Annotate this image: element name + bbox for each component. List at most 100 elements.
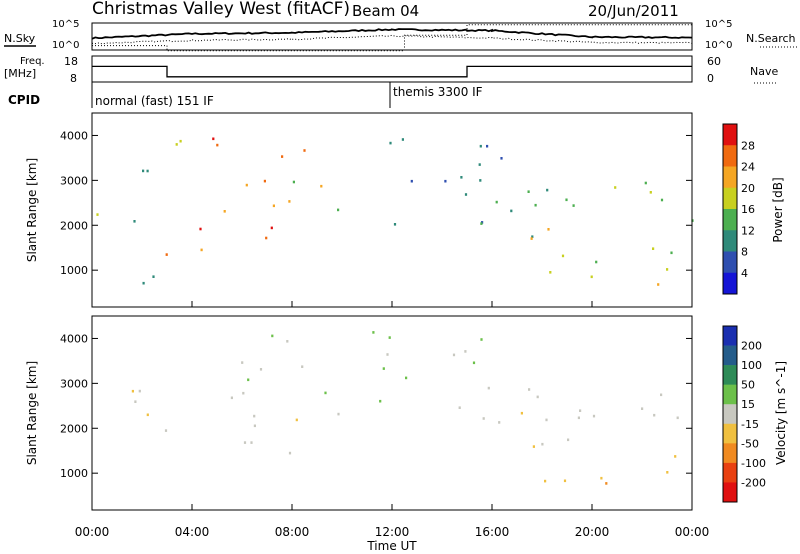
nave-series-line <box>92 24 692 52</box>
data-cell <box>652 247 655 250</box>
y-tick-label: 1000 <box>60 467 88 480</box>
noise-left-top-tick: 10^5 <box>52 19 79 30</box>
data-cell <box>600 476 603 480</box>
data-cell <box>401 138 404 141</box>
data-cell <box>530 237 533 240</box>
data-cell <box>605 482 608 485</box>
nave-bot-tick: 0 <box>707 72 714 85</box>
data-cell <box>292 180 295 184</box>
colorbar-tick-label: -100 <box>741 457 766 470</box>
nsearch-label: N.Search <box>746 32 796 45</box>
colorbar-swatch <box>723 145 737 167</box>
noise-frame <box>91 22 693 51</box>
colorbar-frame <box>722 123 738 295</box>
colorbar-tick-label: 24 <box>741 161 755 174</box>
data-cell <box>259 368 263 371</box>
power-y-axis: 1000 2000 3000 4000 <box>60 129 692 277</box>
data-cell <box>142 169 145 173</box>
data-cell <box>142 281 145 285</box>
data-cell <box>510 209 513 213</box>
nave-top-tick: 60 <box>707 55 721 68</box>
data-cell <box>541 442 544 446</box>
x-tick-label: 20:00 <box>575 525 610 539</box>
data-cell <box>666 471 669 474</box>
x-tick-label: 00:00 <box>675 525 710 539</box>
data-cell <box>263 179 266 183</box>
beam-title: Beam 04 <box>352 2 419 20</box>
nsky-series-line <box>91 28 693 40</box>
power-scatter <box>96 137 694 286</box>
colorbar-swatch <box>723 326 737 346</box>
cpid-a: normal (fast) 151 IF <box>95 94 214 108</box>
data-cell <box>670 251 673 255</box>
colorbar-swatch <box>723 272 737 295</box>
data-cell <box>271 334 274 338</box>
power-panel: 1000 2000 3000 4000 Slant Range [km] 28 24 20… <box>25 112 785 308</box>
colorbar-swatch <box>723 482 737 503</box>
colorbar-tick-label: 12 <box>741 224 755 237</box>
data-cell <box>337 208 340 212</box>
data-cell <box>164 429 168 432</box>
data-cell <box>549 271 552 274</box>
data-cell <box>179 139 182 143</box>
data-cell <box>653 413 656 417</box>
noise-panel: N.Sky 10^5 10^0 10^5 10^0 N.Search <box>4 19 798 51</box>
data-cell <box>230 396 233 400</box>
freq-series-line <box>92 65 692 78</box>
data-cell <box>649 191 652 194</box>
cpid-b: themis 3300 IF <box>393 85 483 99</box>
data-cell <box>472 361 476 365</box>
data-cell <box>532 445 535 448</box>
cpid-row: CPID normal (fast) 151 IF themis 3300 IF <box>8 82 483 108</box>
data-cell <box>460 176 463 179</box>
data-cell <box>247 378 250 382</box>
date-title: 20/Jun/2011 <box>588 2 679 20</box>
data-cell <box>288 451 292 455</box>
y-tick-label: 2000 <box>60 219 88 232</box>
data-cell <box>660 198 664 202</box>
data-cell <box>482 417 485 420</box>
noise-right-bot-tick: 10^0 <box>705 40 732 51</box>
data-cell <box>536 395 539 399</box>
data-cell <box>674 455 677 458</box>
velocity-scatter <box>131 331 679 485</box>
colorbar-tick-label: 100 <box>741 359 762 372</box>
colorbar-tick-label: 20 <box>741 182 755 195</box>
data-cell <box>389 141 392 145</box>
x-axis-label: Time UT <box>366 539 417 553</box>
x-tick-label: 12:00 <box>375 525 410 539</box>
colorbar-tick-label: 50 <box>741 379 755 392</box>
data-cell <box>265 236 268 240</box>
y-tick-label: 2000 <box>60 422 88 435</box>
data-cell <box>577 416 580 420</box>
data-cell <box>253 414 256 418</box>
power-frame <box>91 112 693 308</box>
x-tick-label: 08:00 <box>275 525 310 539</box>
data-cell <box>216 143 219 147</box>
data-cell <box>561 254 565 258</box>
data-cell <box>676 416 679 420</box>
y-tick-label: 3000 <box>60 377 88 390</box>
colorbar-swatch <box>723 404 737 425</box>
data-cell <box>382 367 385 370</box>
data-cell <box>320 184 323 188</box>
data-cell <box>565 198 568 202</box>
y-tick-label: 1000 <box>60 264 88 277</box>
velocity-panel: 1000 2000 3000 4000 Slant Range [km] 200 100… <box>25 315 788 511</box>
data-cell <box>498 421 501 424</box>
noise-right-top-tick: 10^5 <box>705 19 732 30</box>
colorbar-swatch <box>723 251 737 274</box>
data-cell <box>133 220 136 223</box>
data-cell <box>641 407 644 410</box>
power-cbar-label: Power [dB] <box>771 177 785 242</box>
data-cell <box>152 275 155 278</box>
colorbar-swatch <box>723 345 737 366</box>
data-cell <box>146 413 149 417</box>
x-tick-label: 04:00 <box>175 525 210 539</box>
data-cell <box>480 222 483 225</box>
data-cell <box>295 418 298 422</box>
data-cell <box>531 235 534 238</box>
y-tick-label: 4000 <box>60 129 88 142</box>
mhz-label: [MHz] <box>4 67 36 80</box>
data-cell <box>500 157 503 160</box>
